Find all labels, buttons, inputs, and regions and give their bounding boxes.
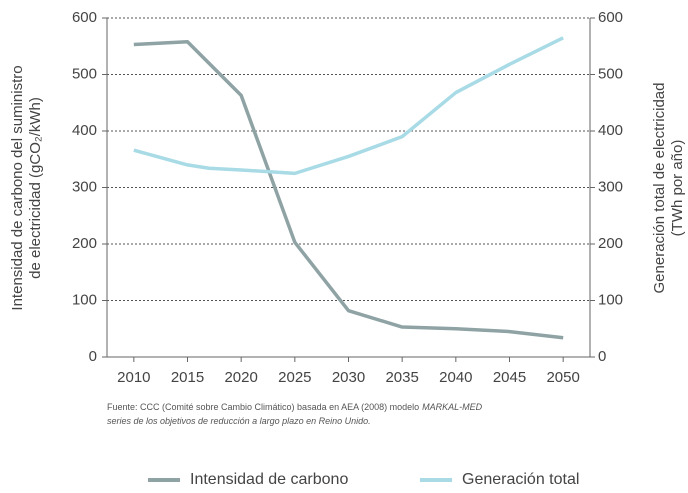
x-tick-label: 2045 xyxy=(493,369,526,386)
y-axis-label: Intensidad de carbono del suministro xyxy=(9,65,26,310)
y-tick-label: 600 xyxy=(72,9,97,26)
y-tick-label: 500 xyxy=(72,65,97,82)
source-note: series de los objetivos de reducción a l… xyxy=(107,416,371,426)
source-note: Fuente: CCC (Comité sobre Cambio Climáti… xyxy=(107,402,483,412)
y2-tick-label: 0 xyxy=(598,348,606,365)
x-tick-label: 2010 xyxy=(117,369,150,386)
y-tick-label: 100 xyxy=(72,291,97,308)
y-tick-label: 0 xyxy=(89,348,97,365)
x-tick-label: 2015 xyxy=(171,369,204,386)
source-text: MARKAL-MED xyxy=(422,402,483,412)
y2-tick-label: 400 xyxy=(598,122,623,139)
data-line xyxy=(133,36,564,176)
x-tick-label: 2025 xyxy=(278,369,311,386)
y2-tick-label: 200 xyxy=(598,235,623,252)
y2-tick-label: 500 xyxy=(598,65,623,82)
x-tick-label: 2050 xyxy=(546,369,579,386)
x-tick-label: 2040 xyxy=(439,369,472,386)
x-tick-label: 2020 xyxy=(224,369,257,386)
y2-tick-label: 600 xyxy=(598,9,623,26)
source-text: Fuente: CCC (Comité sobre Cambio Climáti… xyxy=(107,402,419,412)
legend-label: Intensidad de carbono xyxy=(190,471,348,488)
y-tick-label: 300 xyxy=(72,178,97,195)
y2-axis-label: (TWh por año) xyxy=(669,140,686,237)
data-line xyxy=(133,39,564,340)
y-axis-label: de electricidad (gCO₂/kWh) xyxy=(27,97,44,279)
legend-label: Generación total xyxy=(462,471,579,488)
y-tick-label: 200 xyxy=(72,235,97,252)
y-tick-label: 400 xyxy=(72,122,97,139)
x-tick-label: 2035 xyxy=(385,369,418,386)
y2-tick-label: 300 xyxy=(598,178,623,195)
y2-axis-label: Generación total de electricidad xyxy=(651,83,668,294)
y2-tick-label: 100 xyxy=(598,291,623,308)
x-tick-label: 2030 xyxy=(332,369,365,386)
